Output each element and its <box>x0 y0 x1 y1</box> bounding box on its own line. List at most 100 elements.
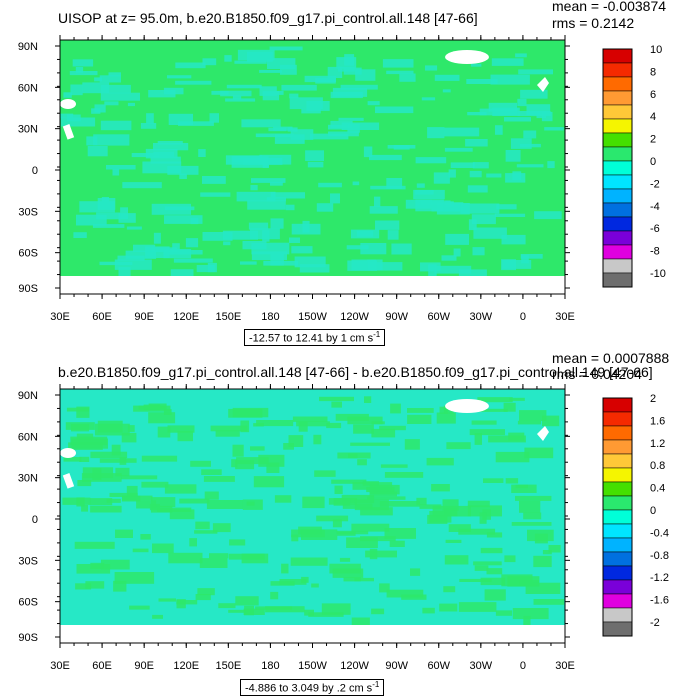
field-patch <box>164 215 203 224</box>
field-patch <box>94 423 130 436</box>
field-patch <box>301 576 309 583</box>
field-patch <box>290 557 328 566</box>
field-patch <box>253 423 264 427</box>
field-patch <box>524 447 554 459</box>
field-patch <box>111 444 121 456</box>
field-patch <box>72 59 94 67</box>
colorbar-frame <box>602 397 633 637</box>
mean-value: mean = -0.003874 <box>552 0 667 14</box>
field-patch <box>131 153 159 158</box>
field-patch <box>228 408 263 418</box>
field-patch <box>150 156 181 164</box>
field-patch <box>486 568 503 575</box>
x-tick-label: 30E <box>555 660 575 672</box>
field-patch <box>386 589 424 598</box>
field-patch <box>163 250 203 255</box>
field-patch <box>153 143 189 151</box>
field-patch <box>458 269 487 282</box>
field-patch <box>355 69 376 81</box>
field-patch <box>195 594 211 601</box>
colorbar-label: 4 <box>650 111 656 123</box>
field-patch <box>379 425 406 431</box>
x-tick-label: 90W <box>385 660 408 672</box>
field-patch <box>496 204 517 210</box>
field-patch <box>473 227 507 239</box>
y-tick-label: 90N <box>18 41 38 53</box>
map-plot: 90N 60N 30N 0 30S 60S 90S 30E 60E 90E 120E 150E 180 1… <box>18 35 666 323</box>
colorbar-label: 0 <box>650 156 656 168</box>
field-patch <box>115 467 130 477</box>
y-tick-label: 30N <box>18 473 38 485</box>
field-patch <box>533 599 564 605</box>
field-patch <box>151 203 191 215</box>
y-tick-label: 30N <box>18 124 38 136</box>
field-patch <box>241 119 281 128</box>
field-patch <box>379 501 420 507</box>
field-patch <box>486 532 503 538</box>
masked-region <box>445 399 489 413</box>
field-patch <box>337 452 371 459</box>
field-patch <box>229 539 246 546</box>
field-patch <box>382 59 414 68</box>
field-patch <box>99 458 137 463</box>
x-tick-label: 120W <box>340 660 369 672</box>
colorbar-segment <box>602 439 633 455</box>
field-patch <box>141 455 178 462</box>
field-patch <box>270 591 279 600</box>
field-patch <box>236 191 276 202</box>
field-patch <box>473 561 502 566</box>
field-patch <box>225 98 256 102</box>
colorbar-segment <box>602 481 633 497</box>
masked-region <box>62 124 75 140</box>
field-patch <box>99 261 133 266</box>
field-patch <box>336 530 369 535</box>
field-patch <box>448 524 471 532</box>
colorbar-segment <box>602 244 633 260</box>
field-patch <box>495 125 503 135</box>
field-patch <box>434 74 460 81</box>
colorbar-segment <box>602 397 633 413</box>
x-tick-label: 90W <box>385 311 408 323</box>
field-patch <box>332 519 342 528</box>
field-patch <box>504 117 531 122</box>
field-patch <box>289 237 300 243</box>
field-patch <box>523 512 542 520</box>
field-patch <box>94 104 106 113</box>
field-patch <box>108 72 121 77</box>
field-patch <box>291 246 313 254</box>
field-patch <box>109 492 138 497</box>
field-patch <box>467 112 487 116</box>
field-patch <box>422 607 435 614</box>
colorbar-label: -2 <box>650 178 660 190</box>
field-patch <box>215 430 240 437</box>
field-patch <box>488 435 526 443</box>
field-patch <box>364 396 372 403</box>
field-patch <box>331 401 342 408</box>
field-patch <box>224 55 232 62</box>
field-patch <box>114 259 152 270</box>
field-patch <box>336 57 357 69</box>
field-patch <box>515 53 527 58</box>
field-patch <box>459 578 492 582</box>
field-patch <box>542 550 552 555</box>
field-patch <box>369 206 398 214</box>
field-patch <box>294 256 326 268</box>
field-patch <box>76 214 107 226</box>
field-patch <box>99 75 121 83</box>
colorbar-segment <box>602 258 633 274</box>
field-patch <box>343 577 361 582</box>
field-patch <box>196 265 215 273</box>
field-patch <box>442 89 451 93</box>
field-patch <box>126 485 138 497</box>
field-patch <box>346 537 378 548</box>
field-patch <box>390 403 401 414</box>
field-patch <box>179 498 210 504</box>
field-patch <box>474 565 489 571</box>
y-tick-label: 60S <box>18 248 38 260</box>
field-patch <box>122 495 153 501</box>
field-patch <box>62 497 91 505</box>
field-patch <box>335 413 369 421</box>
field-patch <box>119 457 127 465</box>
x-tick-label: 0 <box>520 660 526 672</box>
field-patch <box>82 467 114 479</box>
